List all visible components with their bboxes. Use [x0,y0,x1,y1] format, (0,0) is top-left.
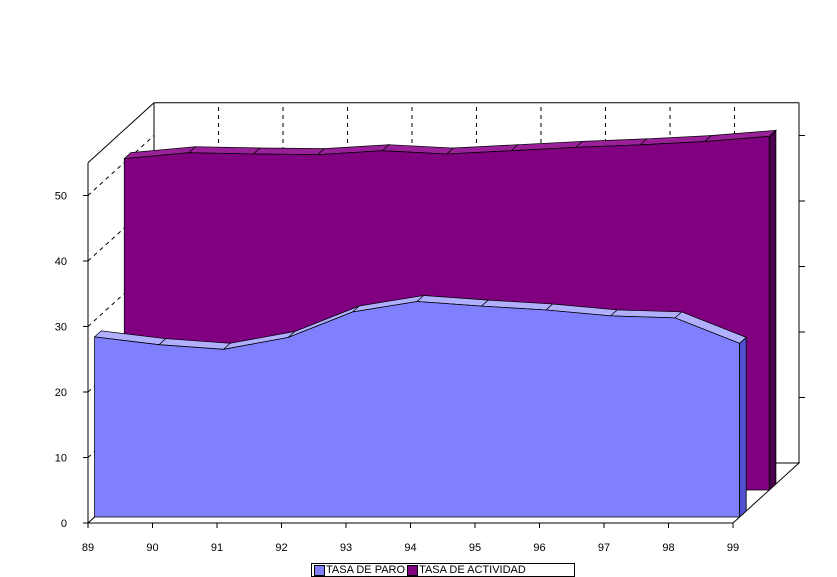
legend-label-actividad: TASA DE ACTIVIDAD [419,563,526,576]
x-tick-label: 92 [275,542,287,554]
x-tick-label: 93 [340,542,352,554]
x-tick-label: 94 [404,542,416,554]
y-axis-tick-labels: 0 10 20 30 40 50 [55,191,88,530]
area-top-face [252,147,326,155]
area-front-face [94,301,740,518]
gridline-y-side [87,135,155,196]
area-side-face [739,336,747,518]
x-axis-tick-labels: 89 90 91 92 93 94 95 96 97 98 99 [82,523,739,554]
y-tick-label: 0 [61,518,67,530]
x-tick-label: 99 [727,542,739,554]
x-tick-label: 98 [662,542,674,554]
legend-item-paro: TASA DE PARO [314,563,406,576]
x-tick-label: 95 [469,542,481,554]
x-tick-label: 97 [598,542,610,554]
left-wall-top-edge [87,102,155,164]
legend: TASA DE PARO TASA DE ACTIVIDAD [311,563,575,577]
y-tick-label: 20 [55,387,67,399]
y-tick-label: 40 [55,256,67,268]
x-tick-label: 96 [533,542,545,554]
x-tick-label: 90 [146,542,158,554]
legend-item-actividad: TASA DE ACTIVIDAD [407,563,526,576]
series-tasa-de-paro [93,294,747,518]
area-side-face [768,129,777,491]
y-tick-label: 30 [55,322,67,334]
legend-swatch-paro [314,564,325,576]
x-tick-label: 91 [211,542,223,554]
legend-swatch-actividad [407,564,419,576]
y-tick-label: 10 [55,453,67,465]
legend-label-paro: TASA DE PARO [326,563,406,576]
y-tick-label: 50 [55,191,67,203]
x-tick-label: 89 [82,542,94,554]
